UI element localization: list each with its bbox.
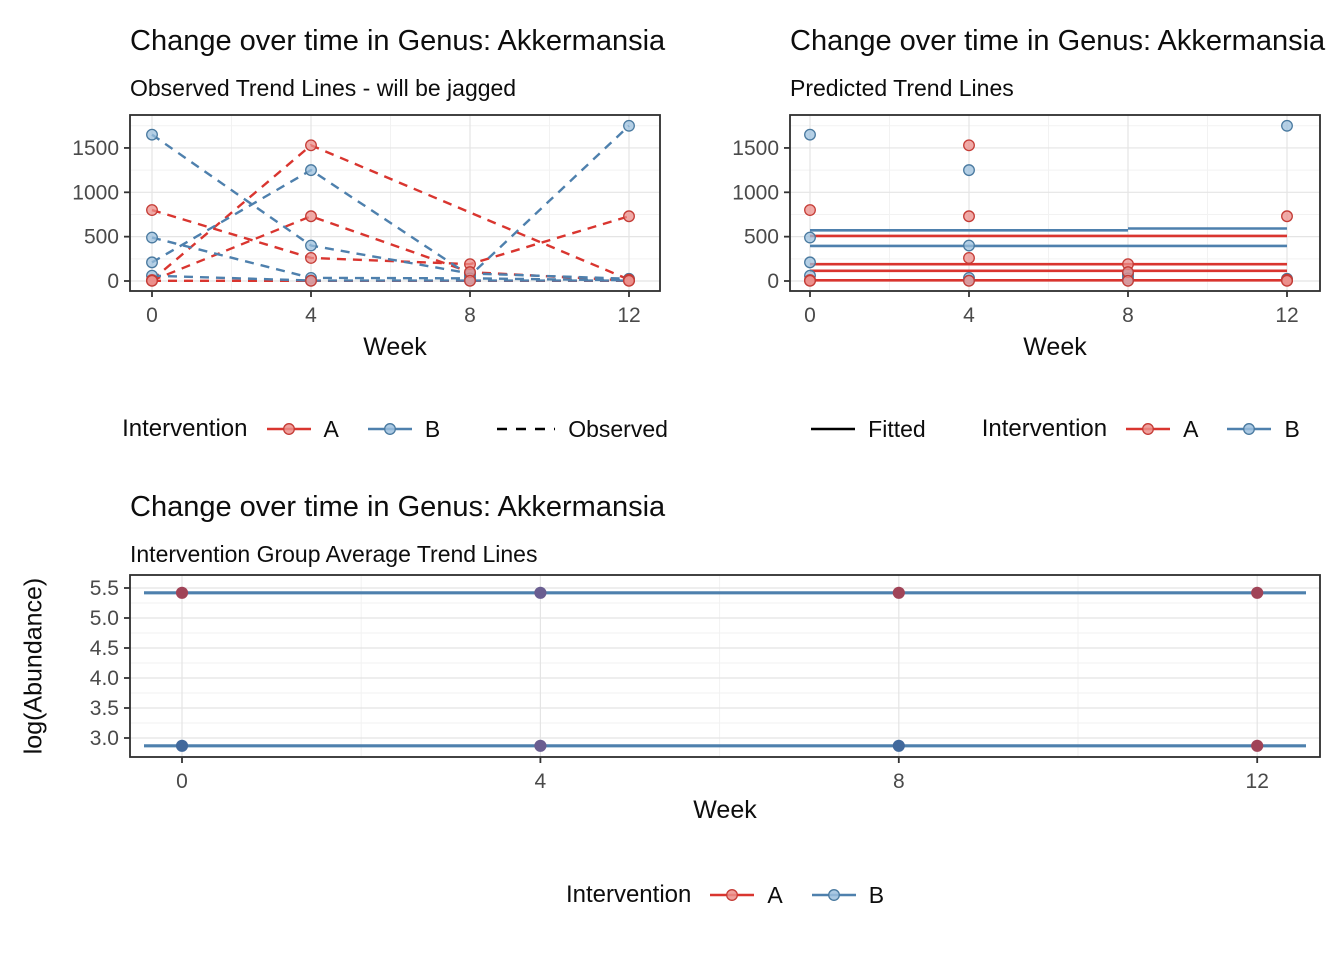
svg-text:3.5: 3.5	[90, 697, 119, 720]
svg-text:8: 8	[893, 770, 905, 793]
legend: Intervention A B	[130, 877, 1320, 913]
legend-key-a-icon	[1125, 417, 1171, 441]
page-title: Change over time in Genus: Akkermansia	[790, 25, 1326, 57]
intervention-legend: Intervention A B	[566, 881, 884, 909]
svg-text:4.5: 4.5	[90, 637, 119, 660]
svg-text:1000: 1000	[72, 181, 119, 204]
page-title: Change over time in Genus: Akkermansia	[130, 25, 666, 57]
dashed-line-key-icon	[496, 417, 556, 441]
legend: Intervention A B Observed	[118, 411, 672, 447]
legend-title: Intervention	[122, 415, 248, 442]
page-title: Change over time in Genus: Akkermansia	[130, 491, 666, 523]
fitted-legend: Fitted	[810, 416, 926, 443]
legend-label-fitted: Fitted	[868, 415, 926, 442]
svg-text:12: 12	[1246, 770, 1269, 793]
legend-label-b: B	[1284, 415, 1300, 442]
svg-text:0: 0	[176, 770, 188, 793]
svg-text:4.0: 4.0	[90, 667, 119, 690]
intervention-legend: Intervention A B	[982, 415, 1300, 443]
legend-label-b: B	[868, 881, 885, 908]
svg-text:500: 500	[744, 226, 779, 249]
predicted-figure: Change over time in Genus: Akkermansia P…	[672, 0, 1344, 460]
legend-key-b-icon	[811, 883, 857, 907]
chart-subtitle: Intervention Group Average Trend Lines	[130, 541, 538, 567]
observed-figure: Change over time in Genus: Akkermansia O…	[0, 0, 672, 460]
legend-key-a-icon	[709, 883, 755, 907]
average-plot: 0 4 8 12 3.0 3.5 4.0 4.5 5.0 5.5	[90, 574, 1321, 793]
svg-text:3.0: 3.0	[90, 727, 119, 750]
predicted-plot: 0 4 8 12 0 500 1000 1500	[732, 114, 1321, 327]
svg-text:1500: 1500	[732, 137, 779, 160]
svg-text:12: 12	[1275, 304, 1298, 327]
legend-key-b-icon	[367, 417, 413, 441]
legend-label-observed: Observed	[568, 415, 668, 442]
x-axis-label: Week	[363, 333, 427, 361]
svg-text:4: 4	[963, 304, 975, 327]
legend-label-a: A	[767, 881, 783, 908]
legend-label-a: A	[323, 415, 339, 442]
legend-key-b-icon	[1226, 417, 1272, 441]
svg-text:8: 8	[464, 304, 476, 327]
legend-title: Intervention	[981, 415, 1108, 442]
svg-text:5.0: 5.0	[90, 607, 119, 630]
chart-subtitle: Predicted Trend Lines	[790, 75, 1014, 101]
svg-text:500: 500	[84, 226, 119, 249]
solid-line-key-icon	[810, 417, 856, 441]
svg-text:12: 12	[617, 304, 640, 327]
legend-label-b: B	[424, 415, 441, 442]
svg-text:8: 8	[1122, 304, 1134, 327]
svg-text:0: 0	[767, 270, 779, 293]
chart-subtitle: Observed Trend Lines - will be jagged	[130, 75, 517, 101]
average-figure: Change over time in Genus: Akkermansia I…	[0, 460, 1344, 960]
svg-text:1500: 1500	[72, 137, 119, 160]
x-axis-label: Week	[693, 796, 757, 824]
svg-text:4: 4	[305, 304, 317, 327]
svg-text:0: 0	[107, 270, 119, 293]
svg-text:0: 0	[146, 304, 158, 327]
legend-label-a: A	[1183, 415, 1199, 442]
x-axis-label: Week	[1023, 333, 1087, 361]
svg-text:4: 4	[535, 770, 547, 793]
linetype-legend: Observed	[496, 416, 668, 443]
svg-text:5.5: 5.5	[90, 577, 119, 600]
intervention-legend: Intervention A B	[122, 415, 440, 443]
svg-text:1000: 1000	[732, 181, 779, 204]
svg-text:0: 0	[804, 304, 816, 327]
legend-key-a-icon	[266, 417, 312, 441]
legend-title: Intervention	[565, 881, 692, 908]
observed-plot: 0 4 8 12 0 500 1000 1500	[72, 114, 661, 327]
legend: Fitted Intervention A B	[778, 411, 1332, 447]
